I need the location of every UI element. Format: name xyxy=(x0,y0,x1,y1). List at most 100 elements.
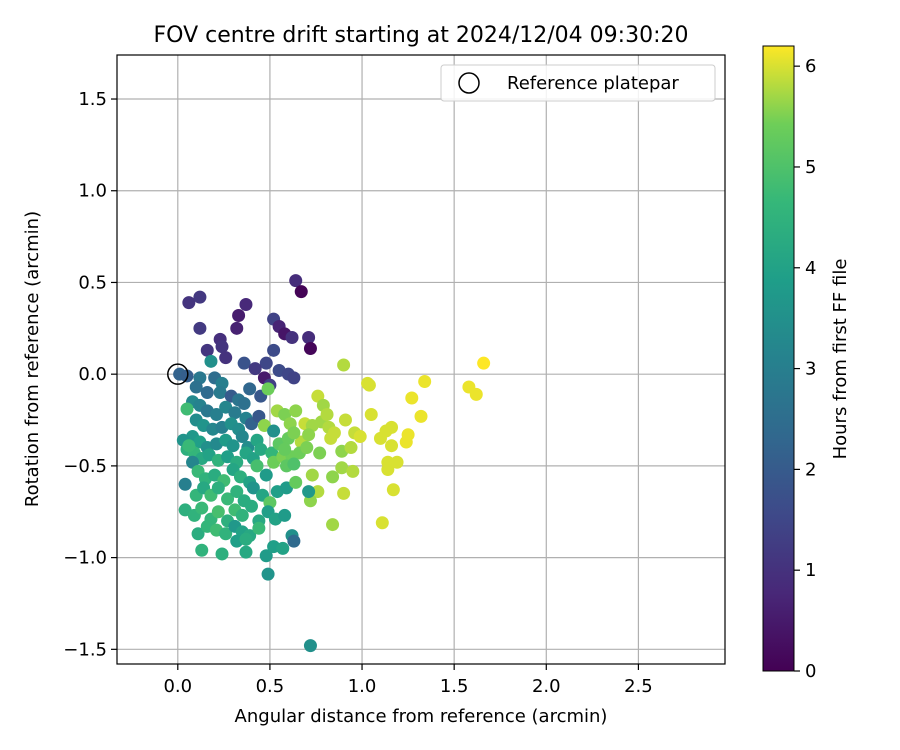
data-point xyxy=(381,455,395,469)
legend-entry-reference: Reference platepar xyxy=(507,73,679,94)
reference-platepar-marker xyxy=(167,363,189,385)
data-point xyxy=(386,483,400,497)
data-point xyxy=(477,356,491,370)
data-point xyxy=(287,371,301,385)
x-tick-label: 1.0 xyxy=(348,676,377,697)
data-point xyxy=(259,549,273,563)
data-point xyxy=(195,543,209,557)
colorbar-tick-label: 3 xyxy=(805,359,816,380)
data-point xyxy=(261,567,275,581)
data-point xyxy=(313,446,327,460)
data-point xyxy=(469,387,483,401)
x-tick-label: 0.0 xyxy=(163,676,192,697)
data-point xyxy=(337,486,351,500)
data-point xyxy=(287,534,301,548)
data-point xyxy=(320,408,334,422)
data-point xyxy=(375,516,389,530)
data-point xyxy=(414,409,428,423)
data-point xyxy=(276,541,290,555)
data-point xyxy=(221,492,235,506)
data-point xyxy=(230,321,244,335)
colorbar-tick-label: 6 xyxy=(805,56,816,77)
y-tick-label: 0.5 xyxy=(78,272,107,293)
colorbar xyxy=(762,45,795,672)
data-point xyxy=(385,439,399,453)
data-point xyxy=(362,378,376,392)
data-point xyxy=(346,464,360,478)
data-point xyxy=(182,439,196,453)
data-point xyxy=(200,343,214,357)
data-point xyxy=(287,426,301,440)
data-point xyxy=(326,518,340,532)
colorbar-ticks: 0 1 2 3 4 5 6 xyxy=(794,56,816,682)
data-point xyxy=(243,382,257,396)
data-point xyxy=(178,477,192,491)
legend: Reference platepar xyxy=(440,64,716,102)
y-tick-label: −1.0 xyxy=(63,548,107,569)
data-point xyxy=(302,485,316,499)
data-point xyxy=(303,639,317,653)
data-point xyxy=(211,481,225,495)
data-point xyxy=(237,356,251,370)
data-point xyxy=(191,527,205,541)
data-point xyxy=(303,341,317,355)
data-point xyxy=(193,321,207,335)
data-point xyxy=(204,354,218,368)
data-point xyxy=(180,402,194,416)
y-tick-label: −0.5 xyxy=(63,456,107,477)
data-point xyxy=(215,340,229,354)
x-tick-label: 0.5 xyxy=(256,676,285,697)
data-point xyxy=(311,485,325,499)
data-point xyxy=(235,508,249,522)
data-point xyxy=(338,413,352,427)
colorbar-tick-label: 2 xyxy=(805,459,816,480)
data-point xyxy=(244,499,258,513)
data-point xyxy=(327,426,341,440)
colorbar-tick-label: 1 xyxy=(805,560,816,581)
data-point xyxy=(182,296,196,310)
colorbar-tick-label: 5 xyxy=(805,157,816,178)
scatter-points xyxy=(173,274,491,653)
data-point xyxy=(219,351,233,365)
data-point xyxy=(294,285,308,299)
data-point xyxy=(252,521,266,535)
data-point xyxy=(401,428,415,442)
data-point xyxy=(193,290,207,304)
data-point xyxy=(278,442,292,456)
data-point xyxy=(259,356,273,370)
data-point xyxy=(211,505,225,519)
colorbar-tick-label: 4 xyxy=(805,258,816,279)
y-tick-label: 0.0 xyxy=(78,364,107,385)
data-point xyxy=(209,408,223,422)
x-tick-label: 2.5 xyxy=(624,676,653,697)
x-tick-label: 1.5 xyxy=(440,676,469,697)
data-point xyxy=(237,397,251,411)
legend-box xyxy=(440,64,716,102)
colorbar-tick-label: 0 xyxy=(805,661,816,682)
x-tick-label: 2.0 xyxy=(532,676,561,697)
chart-title: FOV centre drift starting at 2024/12/04 … xyxy=(154,23,689,48)
x-axis-ticks: 0.0 0.5 1.0 1.5 2.0 2.5 xyxy=(163,664,653,697)
data-point xyxy=(213,386,227,400)
y-axis-ticks: −1.5 −1.0 −0.5 0.0 0.5 1.0 1.5 xyxy=(63,89,117,660)
data-point xyxy=(239,297,253,311)
data-point xyxy=(261,382,275,396)
data-point xyxy=(239,532,253,546)
data-point xyxy=(285,330,299,344)
data-point xyxy=(254,442,268,456)
data-point xyxy=(259,468,273,482)
data-point xyxy=(246,481,260,495)
data-point xyxy=(232,308,246,322)
y-tick-label: 1.0 xyxy=(78,181,107,202)
y-tick-label: −1.5 xyxy=(63,639,107,660)
data-point xyxy=(235,430,249,444)
data-point xyxy=(189,380,203,394)
data-point xyxy=(267,343,281,357)
data-point xyxy=(289,274,303,288)
data-point xyxy=(385,420,399,434)
data-point xyxy=(219,527,233,541)
data-point xyxy=(278,508,292,522)
data-point xyxy=(289,475,303,489)
data-point xyxy=(239,545,253,559)
